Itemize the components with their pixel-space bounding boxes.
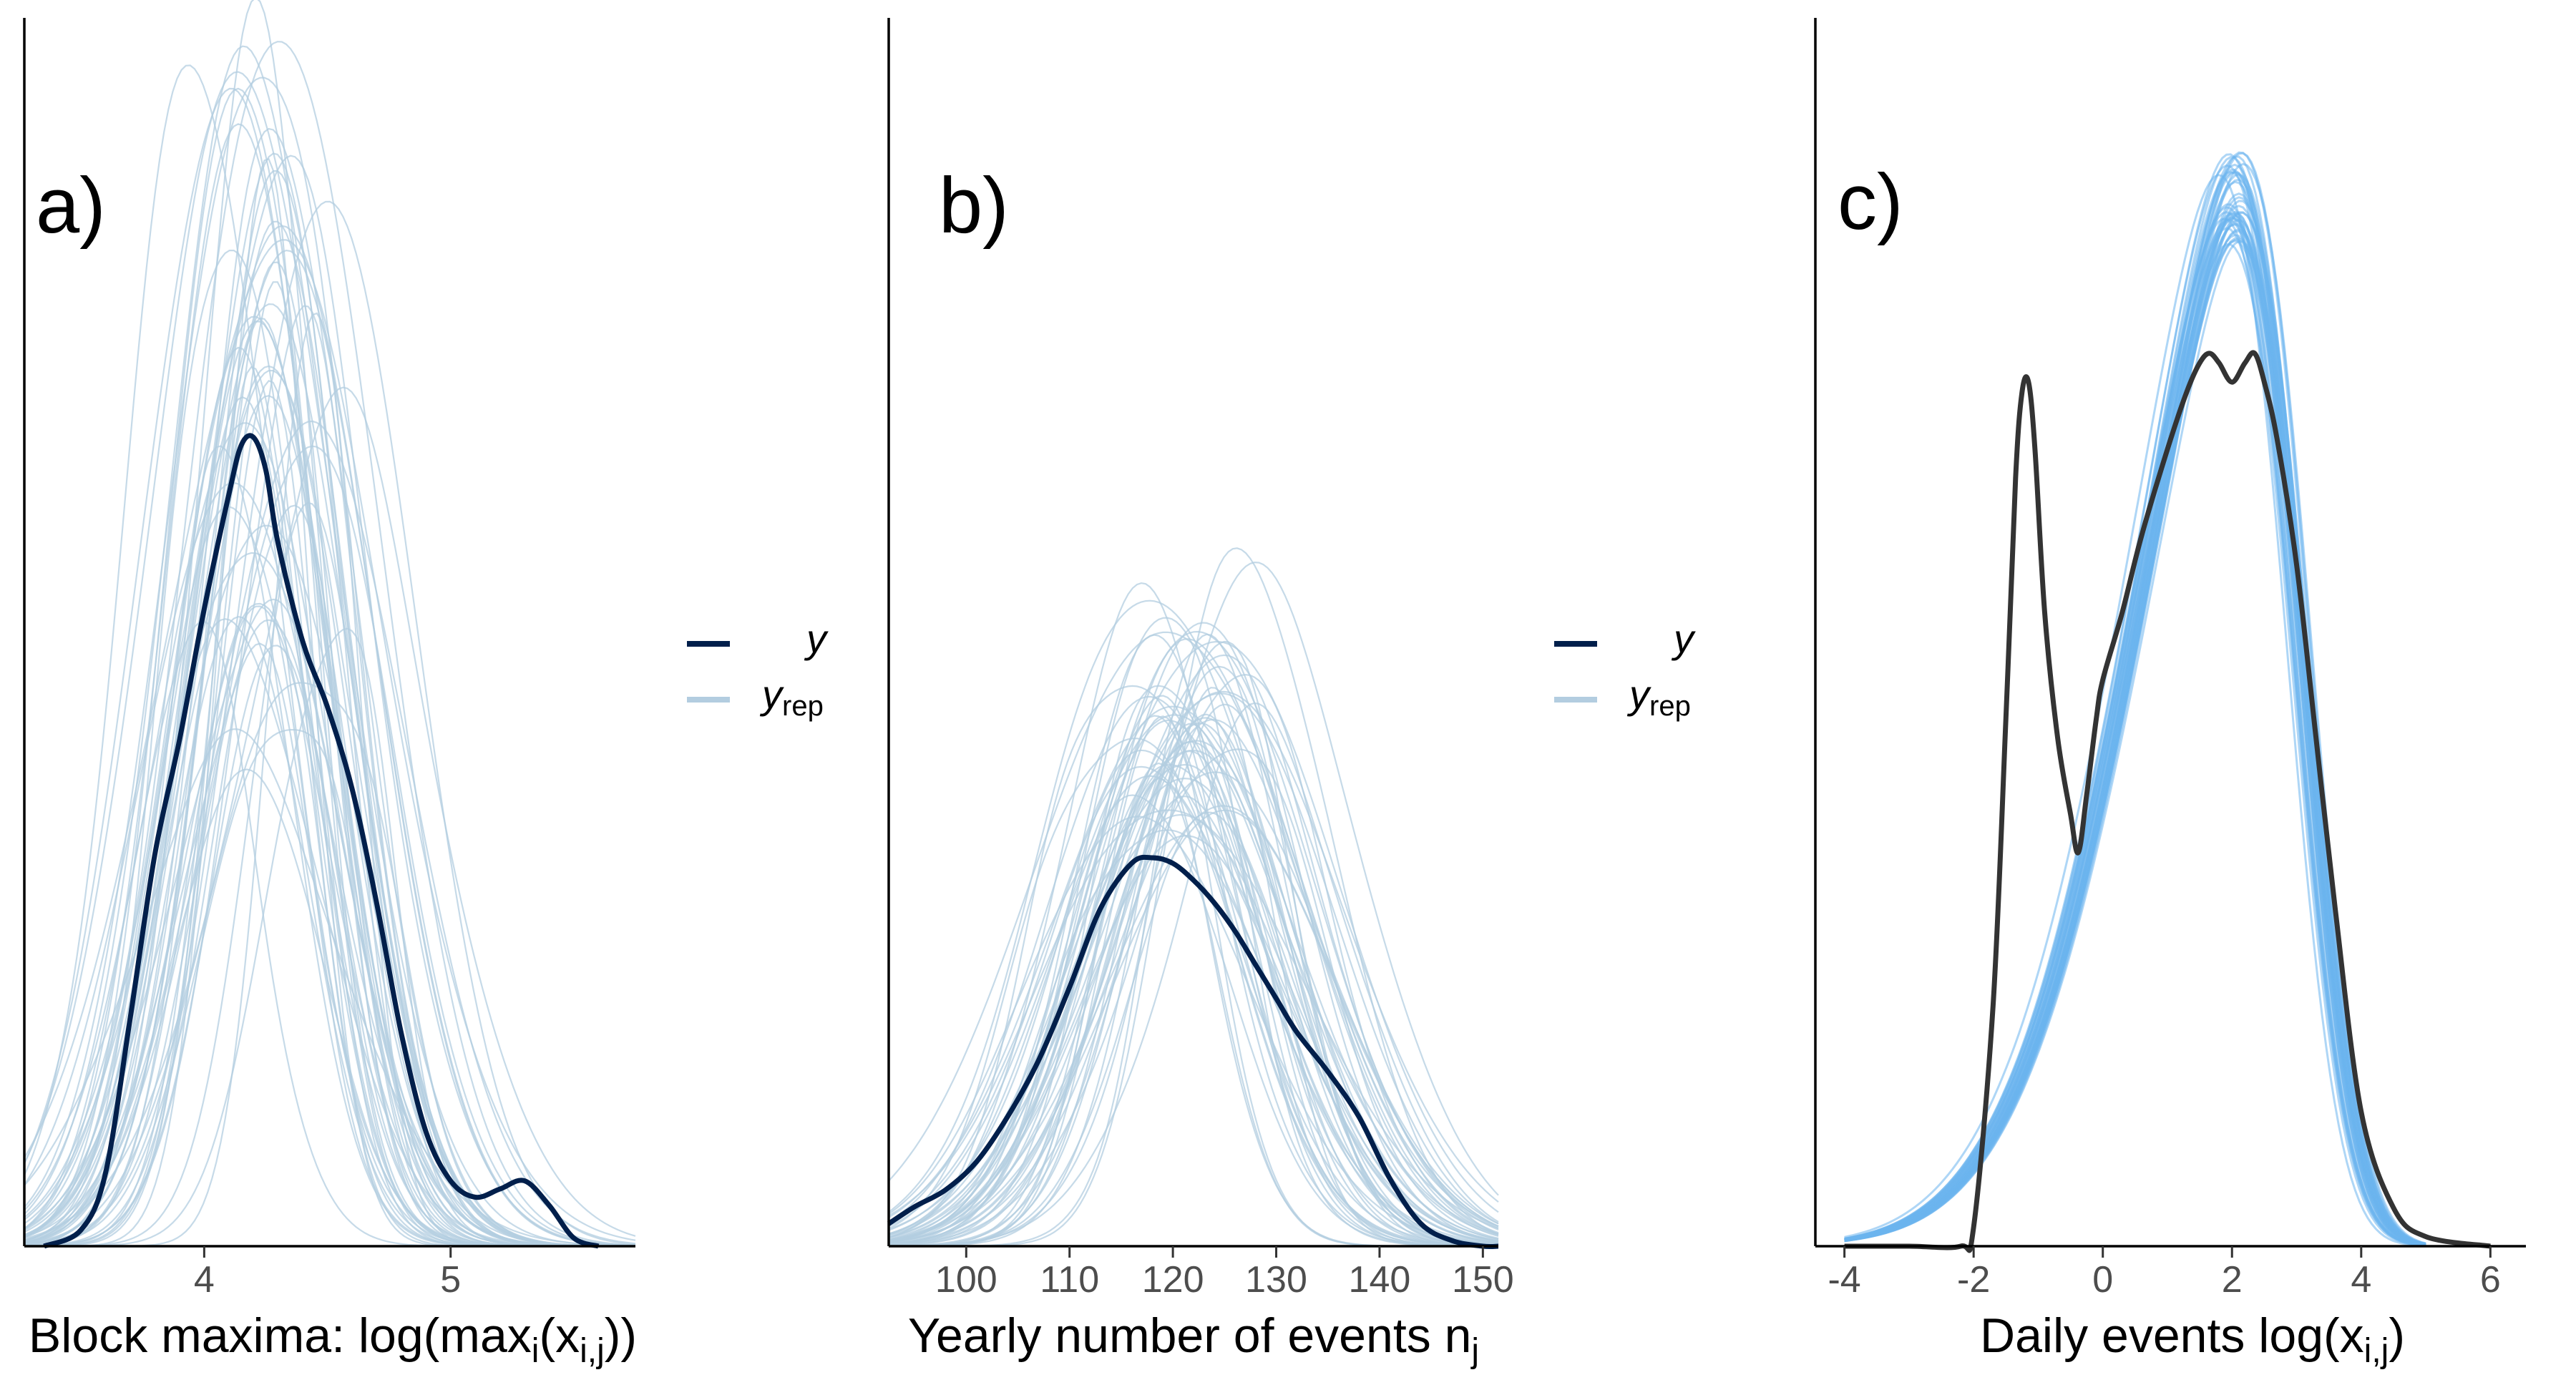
legend: y yrep: [1554, 616, 1696, 722]
yrep-curve: [888, 631, 1499, 1228]
yrep-curve: [888, 703, 1499, 1245]
yrep-curves: [888, 547, 1499, 1248]
yrep-curve: [888, 765, 1499, 1244]
x-tick-label: 4: [194, 1259, 215, 1301]
x-tick-label: -2: [1957, 1259, 1990, 1301]
yrep-curve: [24, 305, 635, 1248]
x-axis-label: Yearly number of events nj: [908, 1308, 1479, 1370]
x-tick-label: 150: [1452, 1259, 1514, 1301]
legend: y yrep: [687, 616, 829, 722]
yrep-curve: [888, 794, 1498, 1247]
x-tick-label: 6: [2480, 1259, 2501, 1301]
yrep-curve: [888, 599, 1499, 1240]
panel-label: b): [939, 162, 1009, 250]
x-axis-label: Daily events log(xi,j): [1980, 1308, 2405, 1370]
y-curve: [1844, 350, 2491, 1253]
legend-yrep-label: yrep: [1626, 672, 1691, 722]
yrep-curve: [888, 640, 1499, 1240]
yrep-curve: [24, 71, 635, 1247]
panel-b: 100 110 120 130 140 150 b) Yearly number of eve…: [887, 18, 1696, 1370]
yrep-curve: [1844, 174, 2426, 1247]
yrep-curve: [24, 386, 636, 1239]
yrep-curve: [888, 685, 1499, 1247]
yrep-curve: [24, 155, 636, 1247]
yrep-curve: [888, 816, 1499, 1245]
legend-y-label: y: [1671, 616, 1696, 661]
yrep-curve: [888, 795, 1499, 1246]
yrep-curve: [1844, 240, 2426, 1246]
yrep-curve: [888, 805, 1499, 1241]
x-tick-label: 5: [440, 1259, 461, 1301]
x-tick-label: -4: [1828, 1259, 1860, 1301]
yrep-curve: [888, 719, 1499, 1247]
panel-label: c): [1838, 158, 1903, 246]
x-tick-label: 120: [1142, 1259, 1204, 1301]
x-tick-label: 110: [1040, 1259, 1099, 1301]
y-curve: [43, 433, 600, 1249]
panel-a: 4 5 a) Block maxima: log(maxi(xi,j)) y yrep: [23, 0, 829, 1370]
y-curve: [887, 854, 1499, 1250]
yrep-curves: [1844, 151, 2426, 1247]
yrep-curve: [1844, 227, 2426, 1247]
yrep-curve: [1844, 170, 2426, 1247]
x-axis-label: Block maxima: log(maxi(xi,j)): [29, 1308, 637, 1370]
yrep-curve: [888, 622, 1499, 1244]
x-tick-label: 100: [935, 1259, 997, 1301]
yrep-curve: [888, 713, 1499, 1247]
yrep-curve: [888, 738, 1499, 1247]
x-tick-label: 2: [2222, 1259, 2243, 1301]
yrep-curve: [888, 717, 1499, 1247]
legend-y-label: y: [804, 616, 829, 661]
yrep-curve: [24, 152, 636, 1248]
yrep-curve: [888, 740, 1499, 1243]
x-tick-label: 4: [2351, 1259, 2371, 1301]
x-tick-label: 140: [1349, 1259, 1411, 1301]
x-tick-label: 130: [1245, 1259, 1307, 1301]
x-tick-label: 0: [2092, 1259, 2113, 1301]
yrep-curve: [888, 749, 1499, 1242]
panel-c: -4 -2 0 2 4 6 c) Daily events log(xi,j): [1814, 18, 2526, 1370]
yrep-curve: [889, 715, 1498, 1248]
yrep-curve: [888, 715, 1499, 1247]
yrep-curve: [1844, 200, 2426, 1245]
yrep-curve: [1844, 180, 2426, 1246]
yrep-curves: [23, 0, 636, 1248]
yrep-curve: [888, 695, 1499, 1245]
yrep-curve: [888, 748, 1499, 1245]
yrep-curve: [888, 634, 1498, 1247]
yrep-curve: [888, 705, 1499, 1236]
yrep-curve: [888, 749, 1499, 1242]
legend-yrep-label: yrep: [759, 672, 824, 722]
panel-label: a): [36, 162, 106, 250]
